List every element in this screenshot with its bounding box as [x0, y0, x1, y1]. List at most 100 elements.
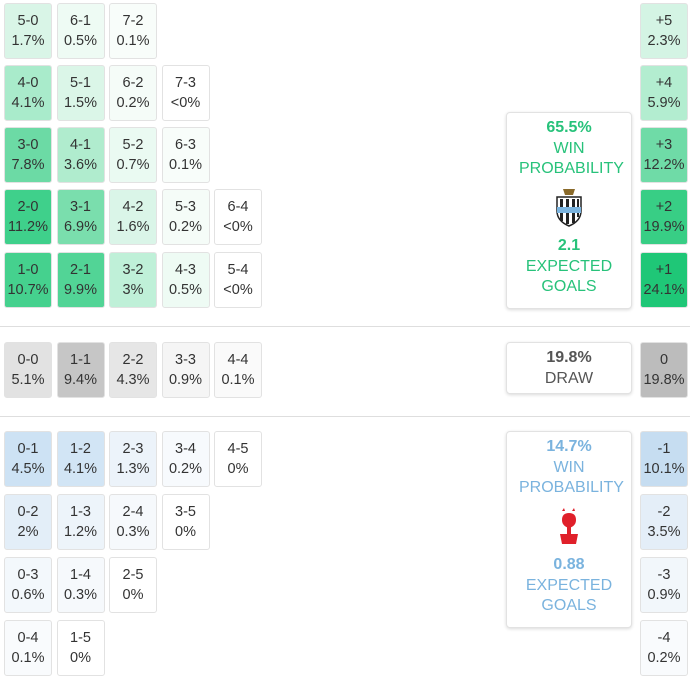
score: -1 [657, 441, 671, 457]
score-cell: 2-4 0.3% [109, 494, 157, 550]
probability: 5.1% [11, 372, 45, 388]
probability: 10.1% [643, 461, 685, 477]
score: 1-2 [70, 441, 91, 457]
score: 1-5 [70, 630, 91, 646]
score-cell: 5-4 <0% [214, 252, 262, 308]
score-cell: 5-2 0.7% [109, 127, 157, 183]
probability: 0.2% [168, 219, 203, 235]
score-cell: 5-0 1.7% [4, 3, 52, 59]
probability: 1.2% [63, 524, 98, 540]
score-cell: 3-2 3% [109, 252, 157, 308]
probability: 0.3% [116, 524, 150, 540]
score-cell: 6-4 <0% [214, 189, 262, 245]
score: 2-1 [70, 262, 91, 278]
draw-summary: 19.8% DRAW [506, 342, 632, 394]
probability: 0.1% [168, 157, 203, 173]
score: 2-5 [122, 567, 144, 583]
score-cell: 3-4 0.2% [161, 431, 210, 487]
score: 3-1 [70, 199, 91, 215]
probability: 0.9% [647, 587, 681, 603]
score-cell: +3 12.2% [640, 127, 688, 183]
score: 4-5 [227, 441, 249, 457]
score-cell: 1-2 4.1% [56, 431, 105, 487]
score: 0-3 [17, 567, 39, 583]
probability: 0.9% [168, 372, 203, 388]
probability: 2% [17, 524, 39, 540]
score-cell: 5-3 0.2% [161, 189, 210, 245]
score-cell: 0-2 2% [4, 494, 52, 550]
probability: 0.5% [63, 33, 98, 49]
probability: 9.9% [63, 282, 98, 298]
score: 4-2 [122, 199, 144, 215]
probability: 11.2% [7, 219, 49, 235]
score-cell: 4-4 0.1% [214, 342, 262, 398]
score-cell: 0-3 0.6% [4, 557, 52, 613]
score-cell: 0 19.8% [640, 342, 688, 398]
expected-goals: 2.1 [557, 237, 581, 254]
score-cell: +1 24.1% [640, 252, 688, 308]
probability: 0.2% [168, 461, 203, 477]
score-cell: -2 3.5% [640, 494, 688, 550]
score: 2-4 [122, 504, 144, 520]
draw-label: DRAW [544, 370, 594, 387]
score: 3-0 [17, 137, 39, 153]
score-cell: 0-4 0.1% [4, 620, 52, 676]
score-cell: 4-5 0% [214, 431, 262, 487]
score-cell: 0-1 4.5% [4, 431, 52, 487]
score-cell: 5-1 1.5% [56, 65, 105, 121]
score: +2 [655, 199, 673, 215]
probability: 0.2% [647, 650, 681, 666]
probability: <0% [223, 282, 253, 298]
probability: 5.9% [647, 95, 681, 111]
probability: 4.1% [63, 461, 98, 477]
score-cell: 1-5 0% [56, 620, 105, 676]
score: -2 [657, 504, 671, 520]
xg-label: EXPECTED GOALS [525, 258, 613, 295]
score: 1-3 [70, 504, 91, 520]
score-cell: -1 10.1% [640, 431, 688, 487]
score-cell: 1-4 0.3% [56, 557, 105, 613]
score-cell: 4-1 3.6% [56, 127, 105, 183]
score: 6-2 [122, 75, 144, 91]
probability: 7.8% [11, 157, 45, 173]
score-cell: 1-0 10.7% [4, 252, 52, 308]
score: 2-3 [122, 441, 144, 457]
score: +1 [655, 262, 673, 278]
probability: 0.6% [11, 587, 45, 603]
probability: 12.2% [643, 157, 685, 173]
probability: <0% [170, 95, 201, 111]
score-cell: 3-0 7.8% [4, 127, 52, 183]
win-label: WIN PROBABILITY [519, 459, 624, 496]
probability: <0% [223, 219, 253, 235]
away-crest [560, 508, 578, 544]
score-cell: +2 19.9% [640, 189, 688, 245]
score: 1-1 [70, 352, 91, 368]
score: 6-1 [70, 13, 91, 29]
score: 5-4 [227, 262, 249, 278]
score-cell: 1-3 1.2% [56, 494, 105, 550]
score: 5-0 [17, 13, 39, 29]
score-cell: 3-1 6.9% [56, 189, 105, 245]
score-cell: 6-3 0.1% [161, 127, 210, 183]
probability: 0.1% [11, 650, 45, 666]
score: +4 [655, 75, 673, 91]
probability: 24.1% [643, 282, 685, 298]
probability: 0.5% [168, 282, 203, 298]
score-cell: 6-1 0.5% [56, 3, 105, 59]
score-cell: 0-0 5.1% [4, 342, 52, 398]
score: 3-4 [175, 441, 196, 457]
score-cell: 7-2 0.1% [109, 3, 157, 59]
divider [0, 416, 690, 417]
score-cell: 2-2 4.3% [109, 342, 157, 398]
score-cell: -4 0.2% [640, 620, 688, 676]
score-cell: 4-2 1.6% [109, 189, 157, 245]
score: 5-3 [175, 199, 196, 215]
score: 3-3 [175, 352, 196, 368]
probability: 0.1% [116, 33, 150, 49]
score-cell: 4-3 0.5% [161, 252, 210, 308]
score: 7-2 [122, 13, 144, 29]
score: 5-1 [70, 75, 91, 91]
score: 4-3 [175, 262, 196, 278]
score-cell: 4-0 4.1% [4, 65, 52, 121]
expected-goals: 0.88 [553, 556, 585, 573]
